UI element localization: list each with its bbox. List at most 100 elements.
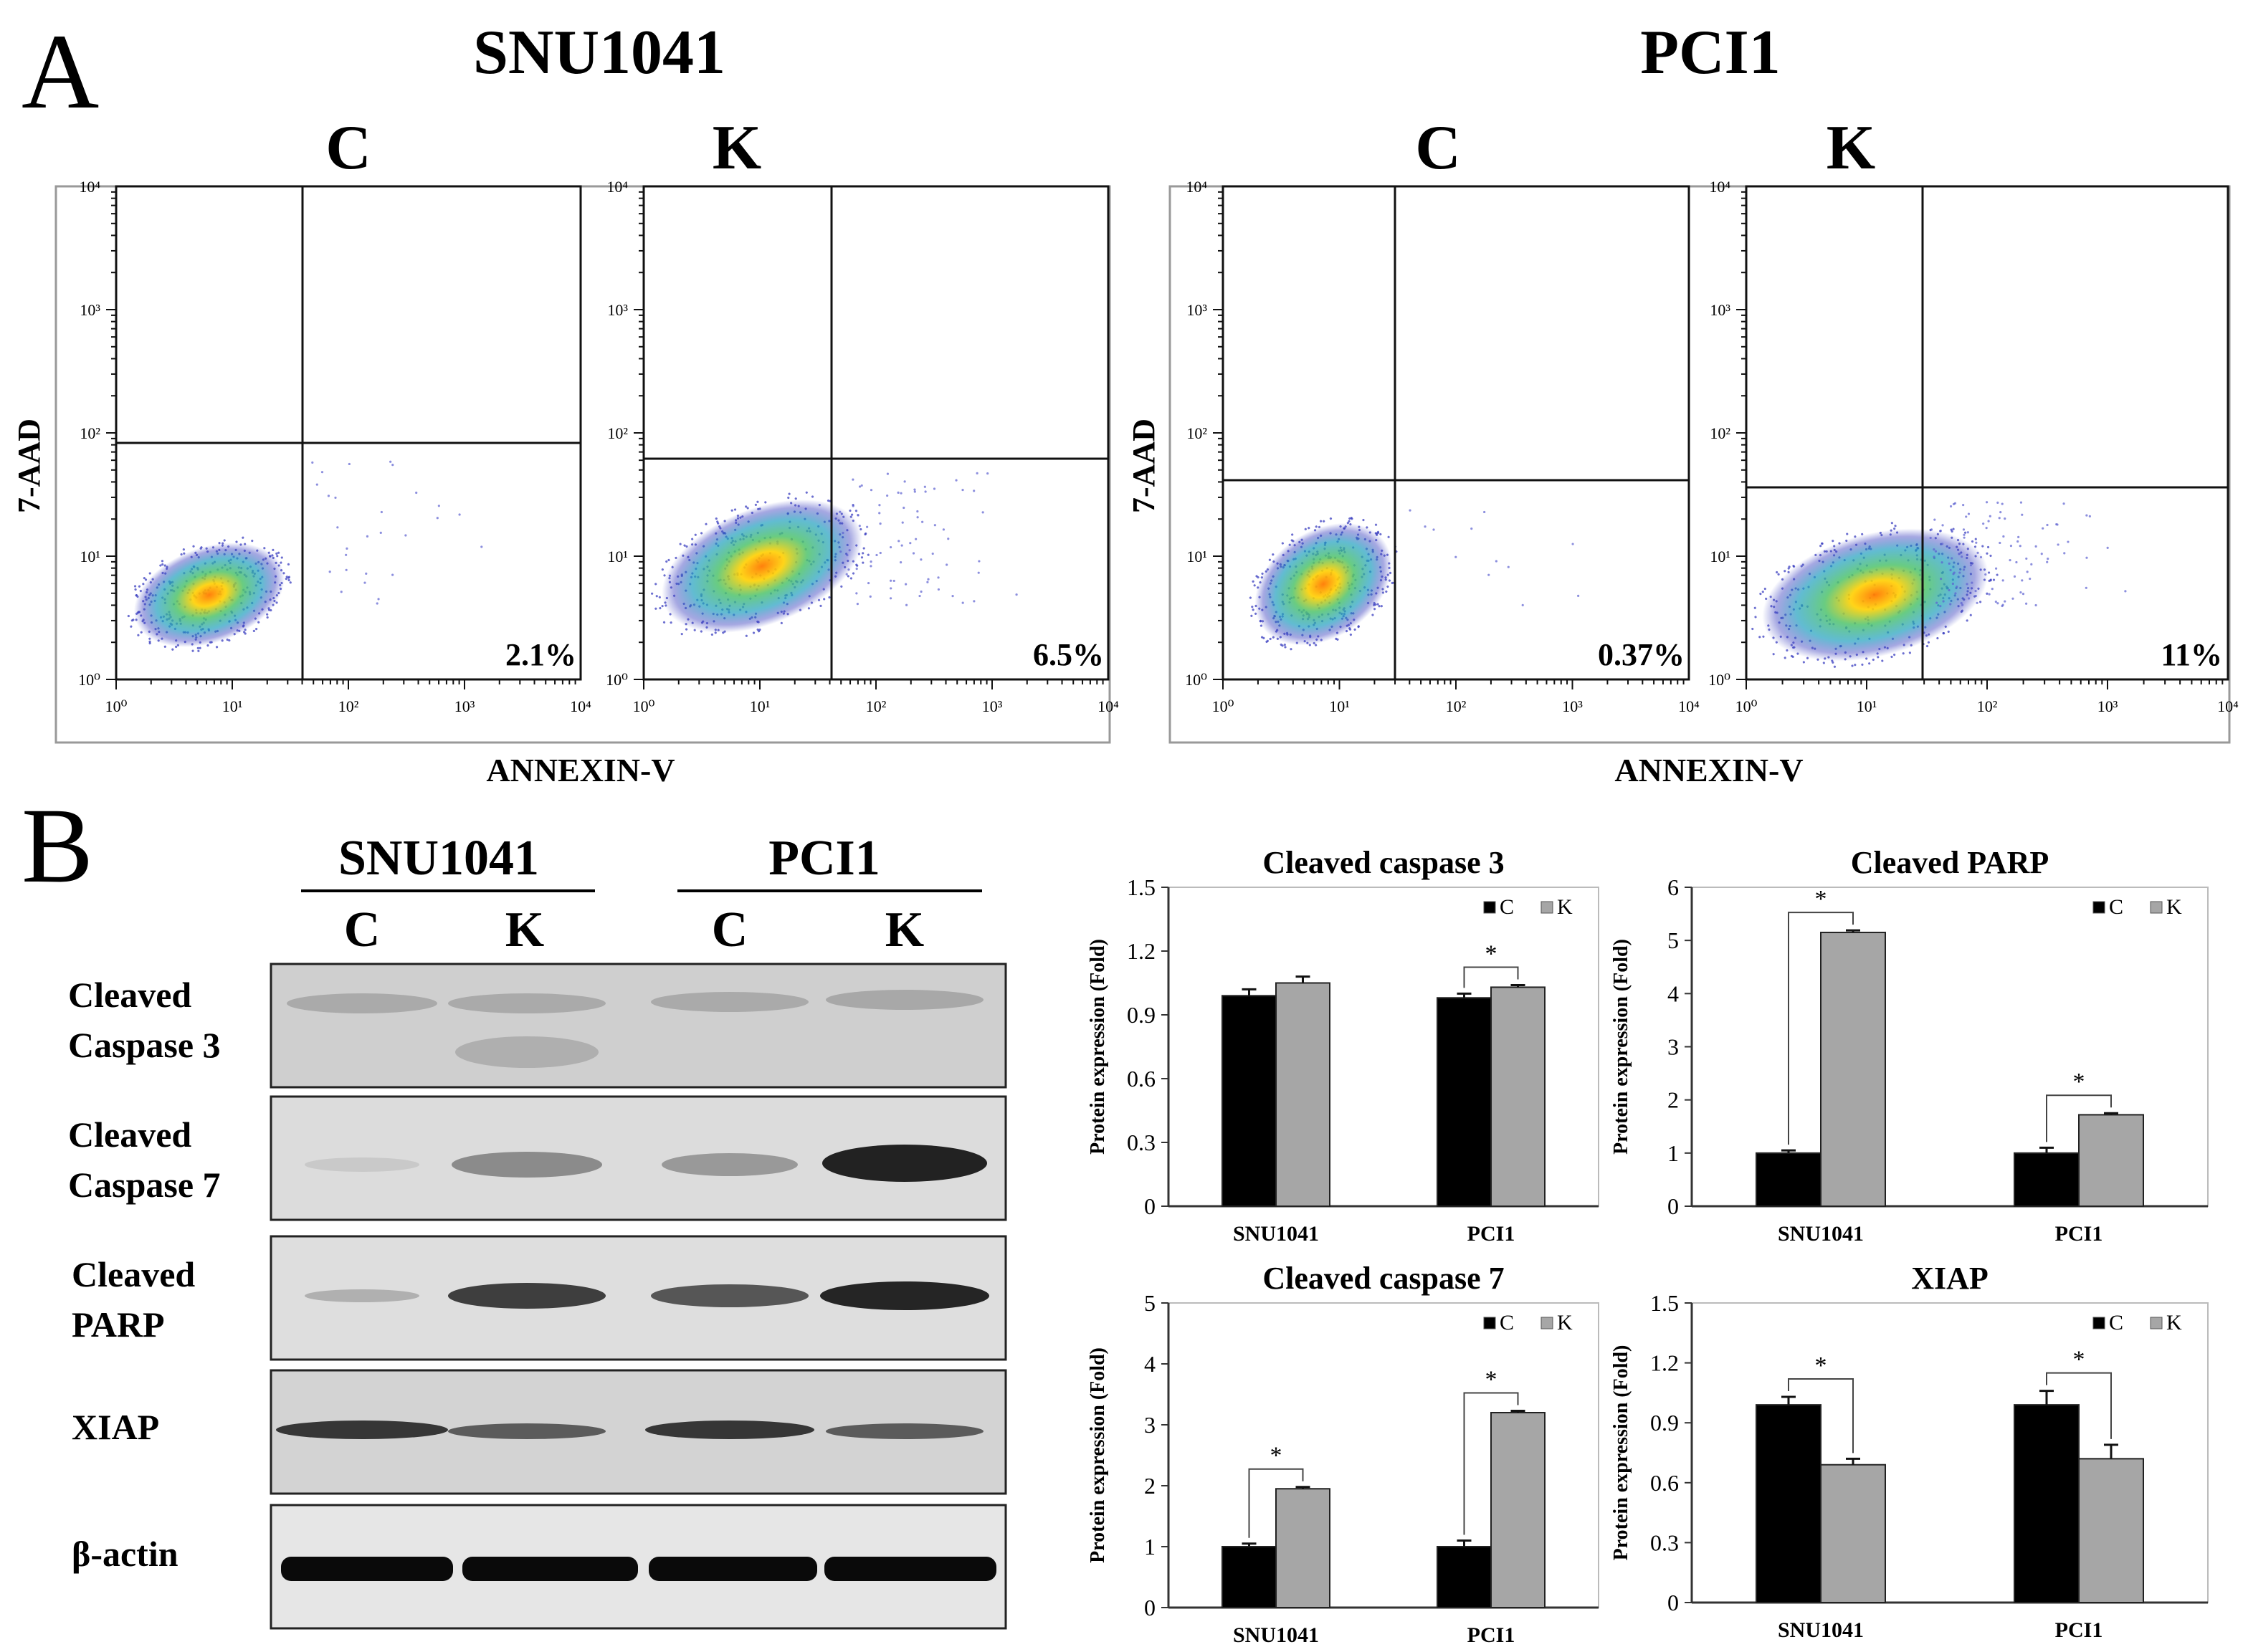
blot-membrane (270, 963, 1007, 1089)
x-tick-label: 10² (1446, 697, 1467, 715)
legend-swatch (2150, 901, 2163, 914)
bar (2014, 1404, 2080, 1603)
y-tick-label: 0 (1667, 1193, 1679, 1219)
lane-label: K (505, 902, 544, 958)
bar-chart-cleaved-parp: Cleaved PARP 0 1 2 3 4 5 6 Protein expression (F… (1610, 845, 2209, 1246)
y-tick-label: 10³ (1710, 301, 1730, 319)
y-tick-label: 0.9 (1650, 1410, 1679, 1436)
y-tick-label: 10² (1710, 424, 1730, 442)
y-tick-label: 10⁴ (79, 178, 100, 196)
log-axis-ticks: 10⁰ 10⁰ 10¹ 10¹ 10² 10² 10³ 10³ 10⁴ 10⁴ (1185, 178, 1700, 715)
legend-label: K (2166, 895, 2182, 919)
legend-label: C (1500, 895, 1514, 919)
significance-bracket (1248, 1468, 1304, 1538)
blot-membrane (270, 1095, 1007, 1221)
bar (2014, 1152, 2080, 1208)
y-tick-label: 5 (1667, 927, 1679, 953)
significance-bracket (2046, 1094, 2112, 1142)
blot-band (276, 1421, 448, 1439)
panel-a-letter: A (22, 12, 99, 131)
x-tick-label: PCI1 (1467, 1623, 1515, 1647)
legend-label: K (1557, 895, 1573, 919)
x-tick-label: 10¹ (222, 697, 243, 715)
y-tick-label: 4 (1144, 1351, 1156, 1377)
y-tick-label: 10¹ (1710, 548, 1730, 565)
lane-label: C (344, 902, 381, 958)
bar (1275, 1488, 1330, 1608)
x-tick-label: SNU1041 (1778, 1618, 1864, 1642)
condition-label: C (1415, 113, 1461, 183)
y-tick-label: 10¹ (607, 548, 628, 565)
sparse-events (1409, 509, 1580, 606)
significance-bracket (1463, 1392, 1519, 1535)
facs-plot: 10⁰ 10⁰ 10¹ 10¹ 10² 10² 10³ 10³ 10⁴ 10⁴ K 11% (1708, 113, 2239, 715)
significance-bracket (2046, 1372, 2112, 1439)
blot-row-label: Caspase 7 (68, 1165, 221, 1205)
y-tick-label: 1 (1144, 1534, 1156, 1560)
blot-band (649, 1557, 817, 1581)
blot-row: Cleaved PARP (72, 1235, 1007, 1361)
blot-row-label: Caspase 3 (68, 1025, 221, 1065)
facs-plot: 10⁰ 10⁰ 10¹ 10¹ 10² 10² 10³ 10³ 10⁴ 10⁴ C 2.1% (78, 113, 591, 715)
legend-swatch (2092, 901, 2105, 914)
sparse-events (1929, 501, 2127, 608)
panel-a-group-snu1041: SNU1041 7-AAD ANNEXIN-V 10⁰10⁰10¹10¹10²1… (11, 18, 1119, 788)
blot-row: Cleaved Caspase 7 (68, 1095, 1007, 1221)
x-tick-label: 10⁴ (1097, 697, 1119, 715)
y-tick-label: 0.9 (1127, 1002, 1156, 1028)
lane-label: C (712, 902, 748, 958)
chart-title: XIAP (1911, 1261, 1989, 1296)
x-tick-label: 10⁰ (1212, 697, 1234, 715)
significance-mark: * (2073, 1347, 2085, 1373)
quadrant-percent: 6.5% (1033, 637, 1104, 672)
y-tick-label: 1.2 (1127, 938, 1156, 964)
y-tick-label: 10³ (607, 301, 628, 319)
log-axis-ticks: 10⁰ 10⁰ 10¹ 10¹ 10² 10² 10³ 10³ 10⁴ 10⁴ (78, 178, 591, 715)
legend-label: C (2109, 1311, 2123, 1335)
bar (1490, 1412, 1546, 1608)
blot-row-label: Cleaved (68, 1114, 191, 1155)
x-tick-label: 10⁴ (2217, 697, 2239, 715)
y-tick-label: 10⁴ (1186, 178, 1207, 196)
x-tick-label: 10⁴ (570, 697, 591, 715)
y-tick-label: 2 (1144, 1473, 1156, 1499)
blot-cell-line: PCI1 (768, 831, 880, 886)
significance-mark: * (1485, 940, 1497, 967)
y-tick-label: 10³ (1186, 301, 1207, 319)
x-tick-label: 10³ (1562, 697, 1583, 715)
y-tick-label: 10² (80, 424, 100, 442)
x-tick-label: 10⁰ (633, 697, 655, 715)
significance-bracket (1788, 1378, 1854, 1453)
group-frame (1168, 185, 2231, 744)
lane-label: K (885, 902, 924, 958)
blot-band (662, 1153, 798, 1176)
blot-band (651, 992, 809, 1012)
y-axis-label: Protein expression (Fold) (1610, 1345, 1632, 1561)
bar (1437, 1546, 1492, 1608)
y-tick-label: 0 (1144, 1193, 1156, 1219)
y-tick-label: 1 (1667, 1140, 1679, 1166)
chart-title: Cleaved PARP (1851, 845, 2049, 880)
blot-band (645, 1421, 814, 1439)
facs-plot: 10⁰ 10⁰ 10¹ 10¹ 10² 10² 10³ 10³ 10⁴ 10⁴ K 6.5% (606, 113, 1119, 715)
legend-swatch (2092, 1317, 2105, 1329)
blot-band (826, 990, 984, 1010)
group-frame (54, 185, 1111, 744)
blot-band (448, 993, 606, 1013)
blot-row: XIAP (72, 1369, 1007, 1495)
x-tick-label: 10¹ (750, 697, 771, 715)
blot-row: Cleaved Caspase 3 (68, 963, 1007, 1089)
bar (1490, 986, 1546, 1208)
blot-band (281, 1557, 453, 1581)
y-axis-label: Protein expression (Fold) (1087, 939, 1109, 1155)
quadrant-percent: 0.37% (1598, 637, 1685, 672)
y-axis-label: Protein expression (Fold) (1610, 939, 1632, 1155)
y-axis-label: Protein expression (Fold) (1087, 1347, 1109, 1563)
legend-label: K (1557, 1311, 1573, 1335)
cell-population (127, 536, 292, 652)
